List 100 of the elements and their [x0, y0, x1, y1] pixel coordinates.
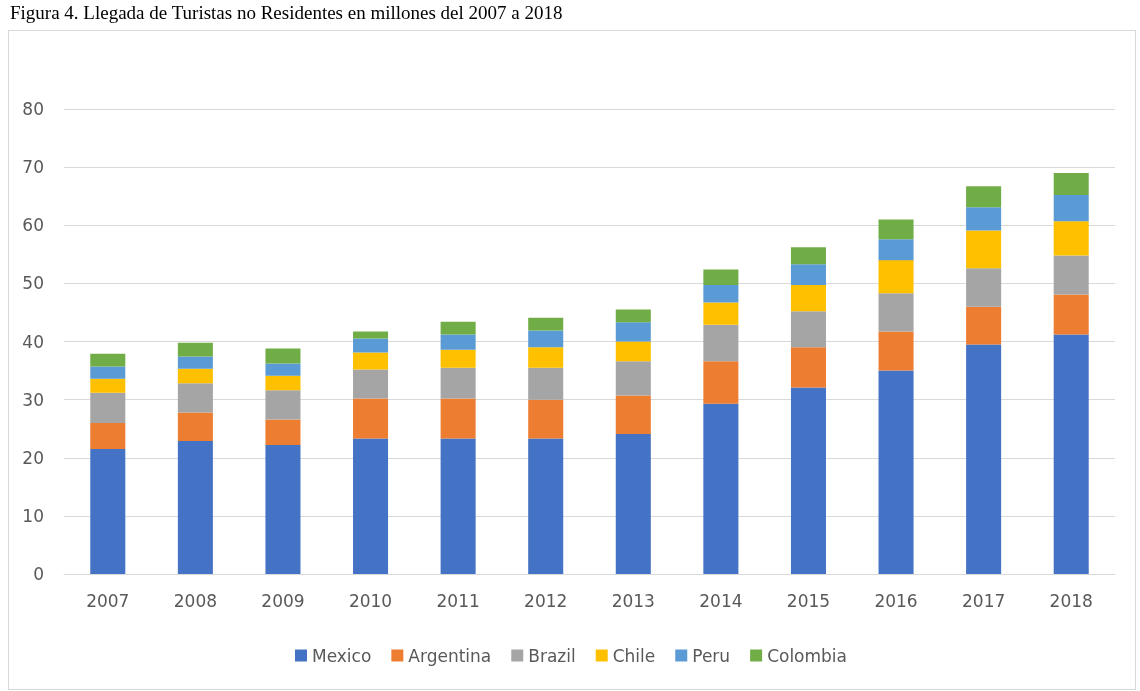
bar	[528, 330, 564, 348]
bar	[90, 392, 126, 423]
y-tick-label: 40	[22, 331, 44, 352]
bar	[90, 353, 126, 367]
bar	[265, 375, 301, 391]
bar	[878, 239, 914, 261]
y-tick-label: 70	[22, 157, 44, 178]
bar	[265, 419, 301, 445]
bar	[966, 344, 1002, 574]
bar	[353, 438, 389, 574]
bar	[966, 207, 1002, 231]
bar	[615, 433, 651, 574]
bar	[440, 367, 476, 399]
legend-label: Argentina	[408, 645, 492, 666]
bar	[265, 390, 301, 420]
bar	[265, 444, 301, 574]
x-tick-label: 2008	[173, 590, 218, 611]
bar	[1053, 334, 1089, 574]
x-tick-label: 2007	[86, 590, 130, 611]
bar	[90, 366, 126, 379]
x-tick-label: 2010	[348, 590, 393, 611]
legend-label: Colombia	[767, 645, 848, 666]
bar	[966, 306, 1002, 345]
y-tick-label: 60	[22, 215, 44, 236]
bar	[528, 367, 564, 400]
legend-label: Mexico	[311, 645, 372, 666]
x-tick-label: 2009	[261, 590, 305, 611]
bar	[790, 387, 826, 574]
bar	[177, 356, 213, 369]
bar	[790, 264, 826, 286]
bar	[440, 398, 476, 439]
bar	[703, 302, 739, 325]
y-tick-label: 30	[22, 389, 44, 410]
x-tick-label: 2015	[786, 590, 831, 611]
bar	[265, 348, 301, 364]
bar	[440, 438, 476, 574]
bar	[90, 378, 126, 393]
x-tick-label: 2012	[524, 590, 568, 611]
x-tick-label: 2016	[874, 590, 918, 611]
bar	[440, 349, 476, 368]
bar	[878, 260, 914, 294]
legend-label: Brazil	[528, 645, 576, 666]
bar	[790, 247, 826, 265]
bar	[790, 347, 826, 388]
bar	[703, 403, 739, 574]
bar	[177, 412, 213, 441]
bar	[703, 324, 739, 362]
bar	[615, 322, 651, 342]
bar	[353, 398, 389, 439]
legend-label: Peru	[692, 645, 731, 666]
bar	[966, 230, 1002, 269]
x-tick-label: 2018	[1049, 590, 1093, 611]
bar	[90, 422, 126, 450]
y-tick-label: 50	[22, 273, 44, 294]
bar	[528, 347, 564, 368]
bar	[353, 338, 389, 353]
bar	[90, 449, 126, 574]
bar	[528, 317, 564, 331]
bar	[440, 334, 476, 350]
bar	[177, 368, 213, 384]
bar	[177, 383, 213, 413]
bar	[615, 309, 651, 323]
bar	[440, 321, 476, 335]
bar	[177, 440, 213, 574]
y-tick-label: 80	[22, 99, 44, 119]
bar	[177, 342, 213, 357]
legend-label: Chile	[612, 645, 656, 666]
bar	[528, 399, 564, 439]
y-tick-label: 20	[22, 447, 44, 468]
bar	[1053, 195, 1089, 222]
bar	[528, 438, 564, 574]
bar	[966, 186, 1002, 208]
bar	[615, 361, 651, 396]
x-tick-label: 2017	[961, 590, 1006, 611]
bar	[615, 395, 651, 434]
bar	[878, 370, 914, 574]
chart-title: Figura 4. Llegada de Turistas no Residentes en millones del 2007 a 2018	[10, 2, 563, 24]
bar	[703, 269, 739, 286]
bar	[353, 369, 389, 399]
bar	[1053, 255, 1089, 295]
bar	[353, 352, 389, 370]
bar	[878, 219, 914, 240]
y-tick-label: 10	[22, 505, 44, 526]
bar	[703, 361, 739, 404]
bar	[790, 311, 826, 348]
bar	[878, 293, 914, 332]
bar	[353, 331, 389, 339]
x-tick-label: 2011	[436, 590, 480, 611]
bar	[265, 363, 301, 376]
bar	[878, 331, 914, 371]
bar	[1053, 172, 1089, 196]
bar	[615, 341, 651, 362]
bar	[790, 285, 826, 312]
bar	[703, 285, 739, 303]
bar	[966, 268, 1002, 307]
bar	[1053, 294, 1089, 335]
x-tick-label: 2014	[699, 590, 743, 611]
y-tick-label: 0	[33, 564, 44, 584]
x-tick-label: 2013	[611, 590, 655, 611]
bar	[1053, 221, 1089, 256]
